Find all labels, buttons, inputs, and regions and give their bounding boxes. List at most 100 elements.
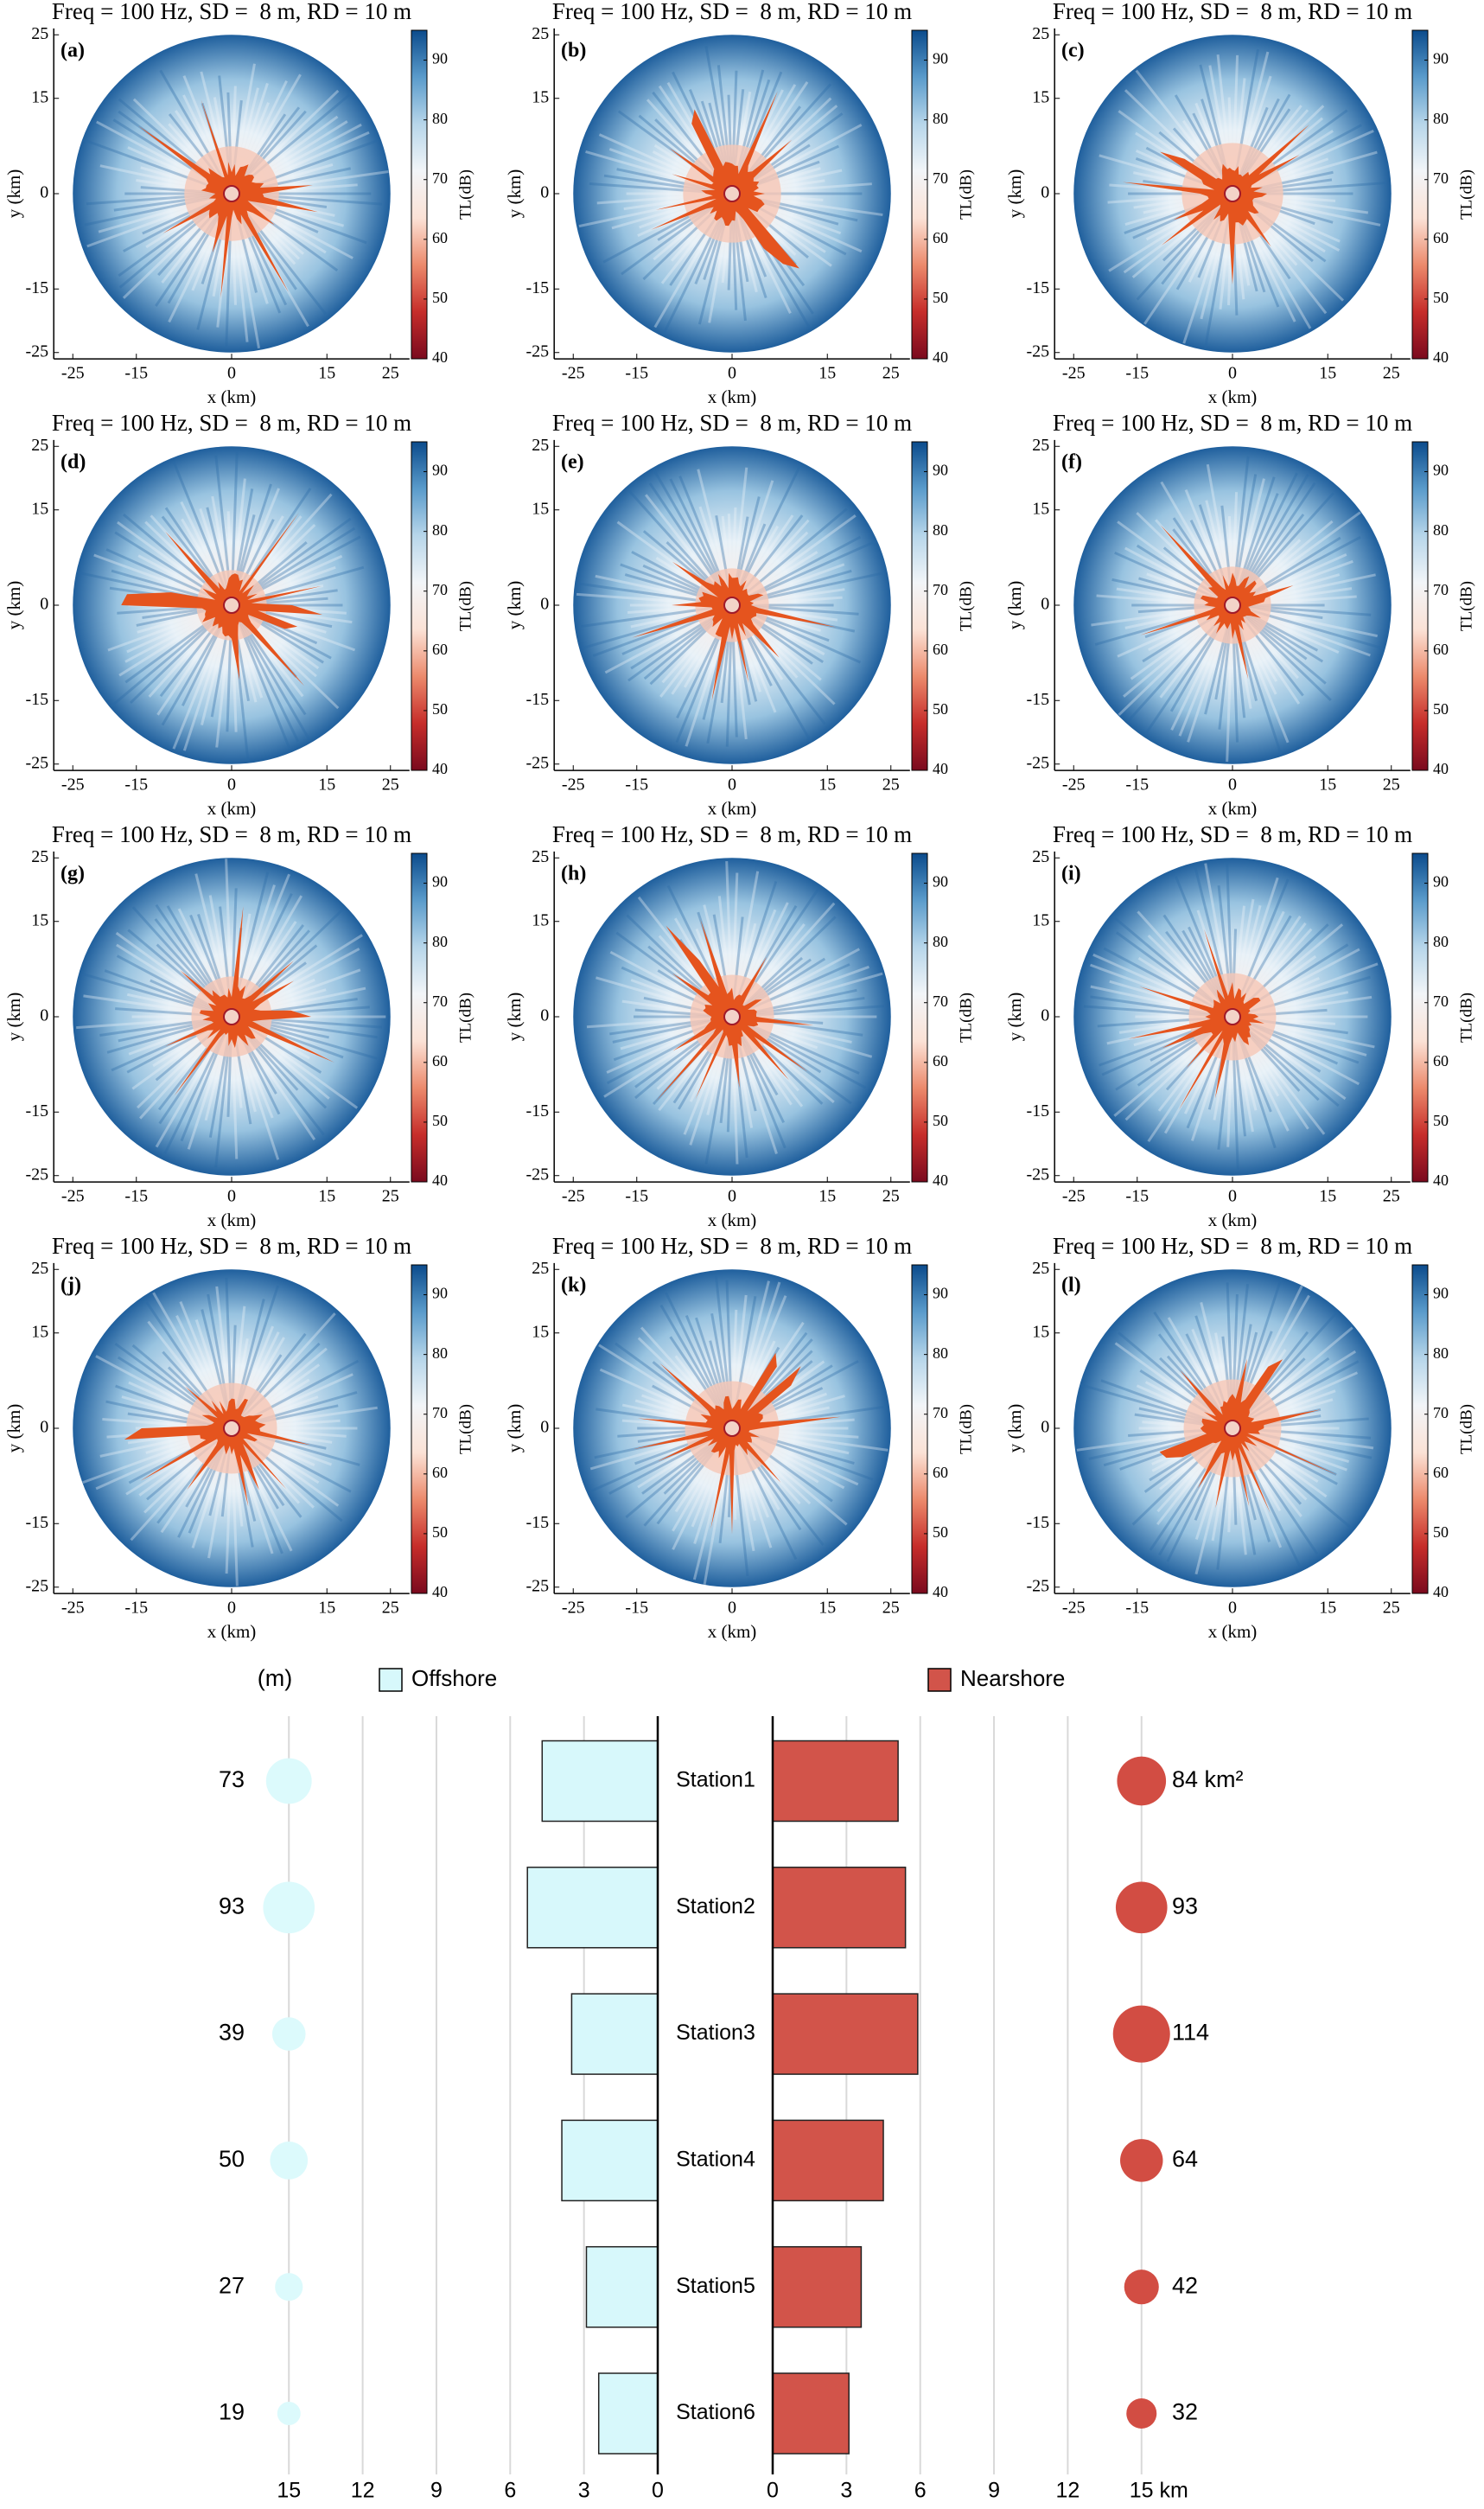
unit-label: (m) (258, 1665, 292, 1691)
x-tick-label: -15 (1125, 1599, 1149, 1618)
y-tick-label: -25 (26, 753, 49, 772)
y-tick-label: 0 (540, 183, 549, 202)
x-tick-label: 0 (227, 364, 236, 383)
bubble-label: 19 (219, 2399, 245, 2425)
panel-label: (f) (1061, 451, 1082, 474)
colorbar-tick-label: 50 (432, 1523, 448, 1541)
panel-label: (h) (561, 863, 586, 885)
panel-label: (k) (561, 1274, 586, 1297)
y-axis-label: y (km) (1004, 169, 1025, 219)
low-tl-zone (1140, 525, 1294, 680)
y-tick-label: -15 (1027, 690, 1050, 709)
x-tick-label: 6 (914, 2479, 927, 2503)
x-tick-label: 9 (430, 2479, 443, 2503)
source (723, 1420, 741, 1437)
colorbar-tick-label: 40 (933, 760, 948, 777)
bubble-label: 114 (1172, 2020, 1209, 2046)
y-tick-label: 15 (532, 499, 549, 518)
colorbar-tick-label: 40 (1433, 1172, 1449, 1189)
x-tick-label: -15 (1125, 776, 1149, 795)
x-tick-label: 0 (1228, 364, 1237, 383)
y-tick-label: 0 (40, 595, 48, 614)
panel-title: Freq = 100 Hz, SD = 8 m, RD = 10 m (52, 821, 411, 847)
colorbar-label: TL(dB) (456, 581, 474, 631)
colorbar-tick-label: 50 (1433, 1523, 1449, 1541)
y-tick-label: -15 (1027, 278, 1050, 297)
x-tick-label: 0 (1228, 776, 1237, 795)
x-axis-label: x (km) (708, 798, 757, 819)
y-tick-label: -15 (1027, 1513, 1050, 1532)
colorbar-tick-label: 80 (1433, 933, 1449, 950)
source (723, 1008, 741, 1025)
legend-label: Nearshore (960, 1665, 1065, 1691)
colorbar-tick-label: 80 (432, 933, 448, 950)
panel: Freq = 100 Hz, SD = 8 m, RD = 10 m -25 -15… (1004, 1233, 1476, 1642)
colorbar-tick-label: 70 (1433, 169, 1449, 187)
y-tick-label: -15 (26, 690, 49, 709)
y-axis-label: y (km) (504, 993, 525, 1042)
bar (772, 2245, 863, 2328)
colorbar-tick-label: 40 (432, 1583, 448, 1600)
source (723, 185, 741, 202)
y-tick-label: 25 (1032, 436, 1049, 455)
y-tick-label: -15 (526, 278, 550, 297)
source (223, 1008, 240, 1025)
y-tick-label: 0 (1041, 1418, 1049, 1437)
y-axis-label: y (km) (504, 1404, 525, 1453)
y-tick-label: -25 (526, 342, 550, 361)
panel-title: Freq = 100 Hz, SD = 8 m, RD = 10 m (52, 0, 411, 24)
colorbar-tick-label: 50 (432, 700, 448, 718)
bubble (1115, 1881, 1168, 1934)
colorbar-tick-label: 60 (1433, 1464, 1449, 1481)
y-tick-label: 0 (40, 1418, 48, 1437)
low-tl-zone (1122, 124, 1310, 285)
colorbar-tick-label: 80 (432, 521, 448, 539)
x-tick-label: 15 (1319, 364, 1336, 383)
colorbar-tick-label: 50 (933, 1523, 948, 1541)
x-tick-label: -15 (625, 1599, 648, 1618)
x-tick-label: 12 (1055, 2479, 1080, 2503)
x-tick-label: -15 (625, 364, 648, 383)
x-tick-label: 15 (318, 776, 335, 795)
x-tick-label: 0 (227, 776, 236, 795)
colorbar-tick-label: 80 (933, 1344, 948, 1362)
y-tick-label: 0 (540, 1006, 549, 1025)
y-axis-label: y (km) (3, 581, 24, 630)
source (1224, 1008, 1241, 1025)
low-tl-zone (164, 906, 334, 1096)
y-axis-label: y (km) (3, 993, 24, 1042)
panel-title: Freq = 100 Hz, SD = 8 m, RD = 10 m (552, 1233, 912, 1259)
y-tick-label: 0 (40, 183, 48, 202)
x-tick-label: -15 (124, 1187, 148, 1206)
bubble-label: 73 (219, 1766, 245, 1792)
panel-label: (c) (1061, 40, 1085, 62)
x-tick-label: 15 (818, 364, 836, 383)
bar (561, 2119, 659, 2202)
bubble (270, 2142, 309, 2180)
colorbar-tick-label: 60 (1433, 229, 1449, 246)
bubble-label: 27 (219, 2272, 245, 2298)
colorbar-tick-label: 90 (432, 50, 448, 67)
x-tick-label: -25 (1062, 364, 1086, 383)
colorbar-tick-label: 40 (1433, 1583, 1449, 1600)
colorbar (911, 1264, 928, 1594)
bar (585, 2245, 659, 2328)
bar (772, 1740, 899, 1823)
y-tick-label: 25 (1032, 1259, 1049, 1278)
x-tick-label: 0 (728, 1187, 736, 1206)
panel-title: Freq = 100 Hz, SD = 8 m, RD = 10 m (552, 821, 912, 847)
x-tick-label: 0 (767, 2479, 779, 2503)
y-tick-label: -25 (526, 1165, 550, 1184)
y-tick-label: -15 (526, 1101, 550, 1120)
bar (526, 1867, 659, 1949)
x-tick-label: -15 (1125, 364, 1149, 383)
x-tick-label: 0 (1228, 1187, 1237, 1206)
colorbar-tick-label: 70 (933, 581, 948, 598)
y-tick-label: 15 (532, 1322, 549, 1341)
colorbar (411, 441, 428, 771)
y-tick-label: 0 (1041, 183, 1049, 202)
y-axis-label: y (km) (1004, 1404, 1025, 1453)
y-tick-label: 25 (1032, 847, 1049, 866)
legend-swatch (379, 1668, 403, 1692)
x-tick-label: -25 (61, 1599, 85, 1618)
